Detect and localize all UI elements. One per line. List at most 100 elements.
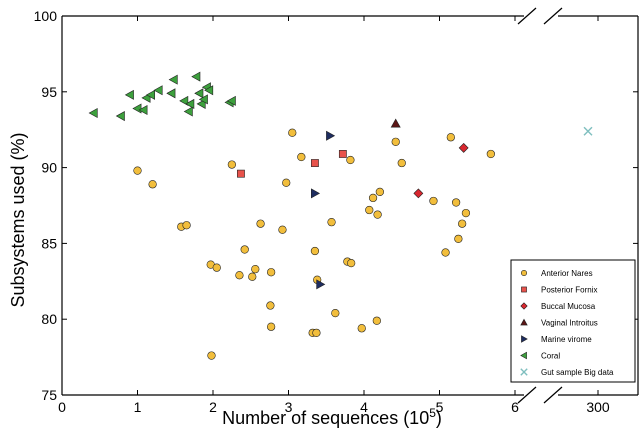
coral-point — [226, 95, 236, 106]
coral-point — [185, 98, 195, 109]
anterior-nares-point — [248, 272, 257, 281]
anterior-nares-point — [182, 221, 191, 230]
legend-label: Gut sample Big data — [541, 368, 614, 377]
anterior-nares-point — [312, 328, 321, 337]
marine-virome-point — [316, 279, 326, 290]
anterior-nares-point — [212, 263, 221, 272]
gut-sample-big-data-point — [583, 126, 593, 136]
data-points — [88, 71, 593, 360]
x-tick-label: 2 — [209, 399, 217, 415]
anterior-nares-point — [368, 193, 378, 203]
anterior-nares-point — [373, 210, 382, 219]
anterior-nares-point — [458, 219, 467, 228]
coral-point — [124, 89, 134, 100]
axis-ticks: 0 1 2 3 4 5 6 300 75 80 85 90 95 100 — [34, 8, 638, 415]
legend-label: Marine virome — [541, 335, 592, 344]
anterior-nares-point — [372, 316, 381, 325]
legend-label: Vaginal Introitus — [541, 319, 598, 328]
anterior-nares-point — [235, 271, 244, 280]
gut-sample-big-data-point-stroke — [583, 126, 593, 136]
legend-box — [510, 259, 636, 383]
legend-marker-gut-sample-big-data — [520, 368, 528, 376]
x-axis-label: Number of sequences (105) — [222, 406, 442, 428]
anterior-nares-point — [267, 268, 276, 277]
y-tick-label: 80 — [41, 311, 57, 327]
anterior-nares-point — [486, 149, 495, 159]
anterior-nares-point — [327, 218, 336, 227]
coral-point — [166, 88, 176, 99]
coral-point — [88, 108, 98, 119]
legend-marker-vaginal-introitus — [520, 318, 528, 326]
y-axis-label: Subsystems used (%) — [8, 132, 28, 307]
coral-point — [132, 103, 142, 114]
y-tick-label: 95 — [41, 84, 57, 100]
coral-point — [191, 71, 201, 82]
legend-marker-anterior-nares — [520, 269, 528, 277]
anterior-nares-point — [133, 166, 142, 175]
axis-break-mark — [543, 7, 563, 25]
legend-marker-buccal-mucosa — [520, 302, 528, 310]
anterior-nares-point — [451, 198, 461, 207]
y-tick-label: 100 — [34, 8, 58, 24]
anterior-nares-point — [446, 133, 455, 142]
anterior-nares-point — [461, 208, 471, 218]
posterior-fornix-point — [237, 169, 245, 178]
axis-break-mark — [543, 386, 563, 404]
legend-marker-coral — [520, 351, 527, 360]
anterior-nares-point — [256, 219, 265, 228]
anterior-nares-point — [365, 205, 374, 215]
anterior-nares-point — [429, 196, 438, 206]
x-tick-label-broken: 300 — [586, 399, 610, 415]
anterior-nares-point — [288, 128, 297, 137]
anterior-nares-point — [310, 246, 320, 256]
y-tick-label: 90 — [41, 160, 57, 176]
anterior-nares-point — [282, 178, 291, 187]
anterior-nares-point — [375, 187, 384, 196]
anterior-nares-point — [148, 180, 157, 189]
anterior-nares-point — [240, 245, 249, 254]
posterior-fornix-point — [311, 159, 319, 167]
anterior-nares-point — [297, 152, 306, 162]
anterior-nares-point — [347, 258, 356, 268]
anterior-nares-point — [391, 137, 400, 146]
buccal-mucosa-point — [413, 188, 424, 199]
legend-marker-gut-sample-big-data-stroke — [520, 368, 528, 376]
coral-point — [138, 104, 148, 116]
legend-marker-posterior-fornix — [521, 286, 527, 293]
legend-label: Posterior Fornix — [541, 286, 597, 295]
coral-point — [145, 89, 155, 100]
legend-marker-marine-virome — [521, 335, 528, 343]
anterior-nares-point — [251, 265, 260, 274]
buccal-mucosa-point — [458, 142, 469, 153]
anterior-nares-point — [227, 160, 237, 169]
x-axis-label-superscript: 5 — [429, 406, 436, 420]
anterior-nares-point — [454, 234, 463, 243]
coral-point — [153, 85, 163, 96]
x-tick-label: 4 — [360, 399, 368, 415]
x-tick-label: 1 — [134, 399, 142, 415]
coral-point — [115, 111, 125, 122]
coral-point — [183, 106, 193, 117]
vaginal-introitus-point — [390, 118, 401, 128]
legend: Anterior Nares Posterior Fornix Buccal Muc… — [510, 259, 636, 383]
axis-break-mark — [517, 386, 537, 404]
marine-virome-point — [311, 188, 321, 199]
x-tick-label: 6 — [511, 399, 519, 415]
coral-point — [204, 85, 214, 96]
posterior-fornix-point — [338, 150, 347, 158]
legend-label: Anterior Nares — [541, 269, 593, 278]
x-tick-label: 0 — [58, 399, 66, 415]
anterior-nares-point — [441, 248, 450, 257]
y-tick-label: 75 — [41, 387, 57, 403]
legend-label: Buccal Mucosa — [541, 302, 596, 311]
x-axis-label-main: Number of sequences (10 — [222, 408, 429, 428]
x-tick-label: 5 — [436, 399, 444, 415]
x-tick-label: 3 — [285, 399, 293, 415]
anterior-nares-point — [266, 301, 275, 310]
marine-virome-point — [326, 130, 336, 141]
anterior-nares-point — [346, 155, 355, 165]
anterior-nares-point — [267, 322, 276, 331]
y-tick-label: 85 — [41, 235, 57, 251]
anterior-nares-point — [357, 324, 366, 333]
